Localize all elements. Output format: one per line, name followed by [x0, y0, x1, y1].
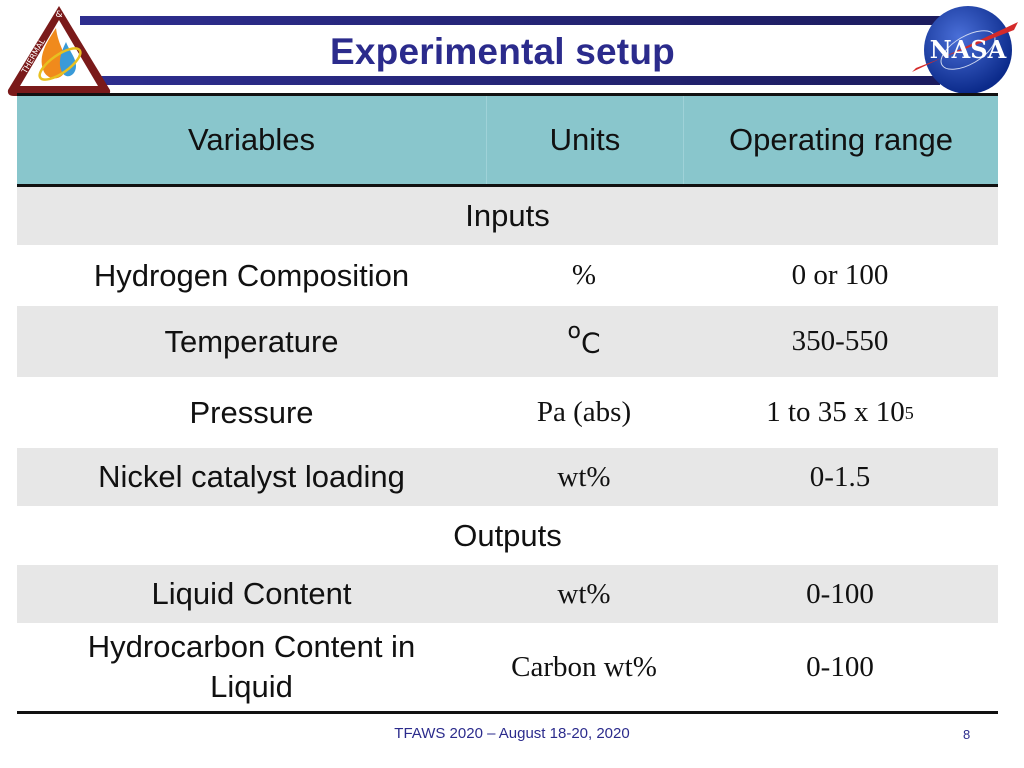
- table-row: Hydrogen Composition % 0 or 100: [17, 245, 998, 306]
- section-inputs: Inputs: [17, 187, 998, 245]
- title-top-bar: [80, 16, 940, 25]
- title-bottom-bar: [80, 76, 940, 85]
- footer-text: TFAWS 2020 – August 18-20, 2020: [394, 725, 630, 742]
- slide-title: Experimental setup: [330, 31, 675, 72]
- table-header: Variables Units Operating range: [17, 96, 998, 187]
- variable-cell: Nickel catalyst loading: [98, 459, 405, 494]
- units-cell: wt%: [557, 460, 611, 493]
- variable-cell: Hydrocarbon Content in Liquid: [87, 629, 416, 704]
- header-operating-range: Operating range: [728, 122, 954, 157]
- units-cell: Carbon wt%: [511, 650, 657, 683]
- degree-celsius: oC: [567, 319, 601, 360]
- table-row: Pressure Pa (abs) 1 to 35 x 10 5: [17, 377, 998, 448]
- section-outputs: Outputs: [17, 506, 998, 565]
- variable-cell: Pressure: [189, 394, 314, 430]
- units-cell: wt%: [557, 577, 611, 610]
- range-cell: 0-1.5: [809, 460, 871, 493]
- svg-text:NASA: NASA: [930, 35, 1007, 64]
- variable-cell: Liquid Content: [151, 576, 352, 611]
- range-cell: 350-550: [791, 325, 889, 357]
- table-bottom-rule: [17, 711, 998, 714]
- page-number: 8: [963, 727, 971, 742]
- header-units: Units: [487, 96, 684, 184]
- range-cell: 0-100: [806, 577, 874, 610]
- setup-table: Variables Units Operating range Inputs H…: [17, 93, 998, 714]
- range-cell: 0-100: [806, 650, 874, 683]
- table-row: Hydrocarbon Content in Liquid Carbon wt%…: [17, 623, 998, 711]
- table-row: Nickel catalyst loading wt% 0-1.5: [17, 448, 998, 506]
- variable-cell: Hydrogen Composition: [93, 257, 410, 293]
- section-label: Inputs: [465, 198, 550, 233]
- units-cell: oC: [486, 319, 682, 360]
- thermal-fluids-logo-icon: & THERMAL FLUIDS: [4, 2, 114, 98]
- table-row: Liquid Content wt% 0-100: [17, 565, 998, 623]
- table-row: Temperature oC 350-550: [17, 306, 998, 377]
- nasa-meatball-logo-icon: NASA: [910, 4, 1020, 96]
- range-cell: 0 or 100: [791, 259, 889, 291]
- header-variables: Variables: [17, 96, 487, 184]
- variable-cell: Temperature: [164, 323, 339, 359]
- range-cell: 1 to 35 x 10 5: [766, 396, 914, 428]
- section-label: Outputs: [453, 517, 562, 553]
- units-cell: Pa (abs): [536, 396, 632, 428]
- svg-text:&: &: [55, 10, 62, 20]
- units-cell: %: [571, 259, 597, 291]
- table-top-rule: [17, 93, 998, 96]
